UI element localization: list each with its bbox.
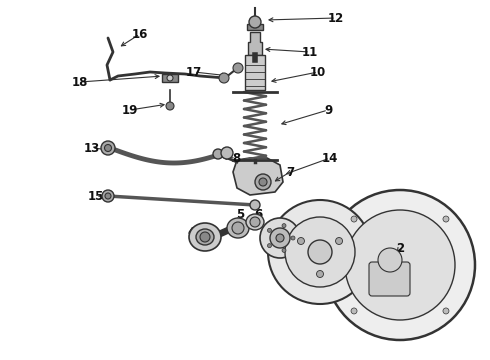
Text: 10: 10 — [310, 66, 326, 78]
Ellipse shape — [246, 214, 264, 230]
Text: 13: 13 — [84, 141, 100, 154]
Text: 1: 1 — [306, 248, 314, 261]
Circle shape — [325, 190, 475, 340]
Text: 9: 9 — [324, 104, 332, 117]
Circle shape — [221, 147, 233, 159]
Circle shape — [105, 193, 111, 199]
Polygon shape — [248, 32, 262, 55]
Ellipse shape — [227, 218, 249, 238]
Text: 11: 11 — [302, 45, 318, 58]
Text: 19: 19 — [122, 104, 138, 117]
Circle shape — [249, 16, 261, 28]
Circle shape — [104, 144, 112, 152]
Circle shape — [443, 216, 449, 222]
Circle shape — [282, 248, 286, 252]
Circle shape — [270, 228, 290, 248]
Circle shape — [260, 218, 300, 258]
Circle shape — [219, 73, 229, 83]
Circle shape — [268, 228, 271, 232]
Circle shape — [213, 149, 223, 159]
Bar — [162, 74, 178, 82]
Text: 5: 5 — [236, 208, 244, 221]
FancyBboxPatch shape — [369, 262, 410, 296]
Circle shape — [378, 248, 402, 272]
Circle shape — [167, 75, 173, 81]
Circle shape — [268, 244, 271, 248]
Circle shape — [443, 308, 449, 314]
Circle shape — [336, 238, 343, 244]
Circle shape — [351, 308, 357, 314]
Text: 6: 6 — [254, 208, 262, 221]
Circle shape — [276, 234, 284, 242]
Circle shape — [282, 224, 286, 228]
Text: 12: 12 — [328, 12, 344, 24]
Circle shape — [166, 102, 174, 110]
Text: 4: 4 — [188, 225, 196, 238]
Circle shape — [351, 216, 357, 222]
Text: 15: 15 — [88, 189, 104, 202]
Ellipse shape — [196, 229, 214, 245]
Circle shape — [200, 232, 210, 242]
Circle shape — [297, 238, 304, 244]
Circle shape — [232, 222, 244, 234]
Circle shape — [250, 217, 260, 227]
Circle shape — [233, 63, 243, 73]
Text: 17: 17 — [186, 66, 202, 78]
Text: 18: 18 — [72, 76, 88, 89]
Bar — [245, 55, 265, 90]
Text: 8: 8 — [232, 152, 240, 165]
Text: 16: 16 — [132, 27, 148, 40]
Circle shape — [308, 240, 332, 264]
Circle shape — [102, 190, 114, 202]
Text: 2: 2 — [396, 242, 404, 255]
Circle shape — [250, 200, 260, 210]
Text: 7: 7 — [286, 166, 294, 179]
Text: 3: 3 — [276, 225, 284, 238]
Polygon shape — [233, 158, 283, 195]
Circle shape — [268, 200, 372, 304]
Circle shape — [255, 174, 271, 190]
Circle shape — [345, 210, 455, 320]
Circle shape — [285, 217, 355, 287]
Circle shape — [101, 141, 115, 155]
Circle shape — [259, 178, 267, 186]
Circle shape — [317, 270, 323, 278]
Text: 14: 14 — [322, 152, 338, 165]
Bar — [247, 24, 263, 30]
Circle shape — [291, 236, 295, 240]
Ellipse shape — [189, 223, 221, 251]
